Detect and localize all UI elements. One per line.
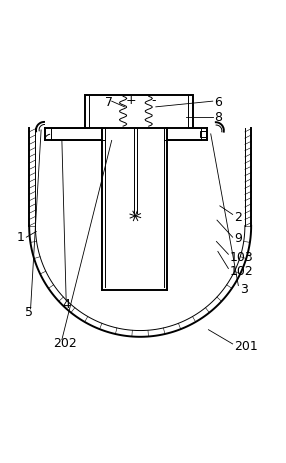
Text: 6: 6 — [214, 95, 222, 108]
Text: 9: 9 — [234, 232, 242, 245]
Text: 5: 5 — [25, 306, 33, 319]
Text: 201: 201 — [234, 340, 258, 353]
Text: 4: 4 — [62, 298, 70, 311]
Text: 7: 7 — [105, 95, 113, 108]
Text: 1: 1 — [16, 231, 24, 244]
Text: 103: 103 — [230, 250, 254, 263]
Text: 8: 8 — [214, 111, 222, 124]
Text: 3: 3 — [240, 283, 248, 296]
Text: -: - — [152, 94, 156, 107]
Text: 2: 2 — [234, 211, 242, 224]
Text: 102: 102 — [230, 265, 254, 278]
Text: 202: 202 — [53, 337, 77, 350]
Text: +: + — [125, 94, 136, 107]
